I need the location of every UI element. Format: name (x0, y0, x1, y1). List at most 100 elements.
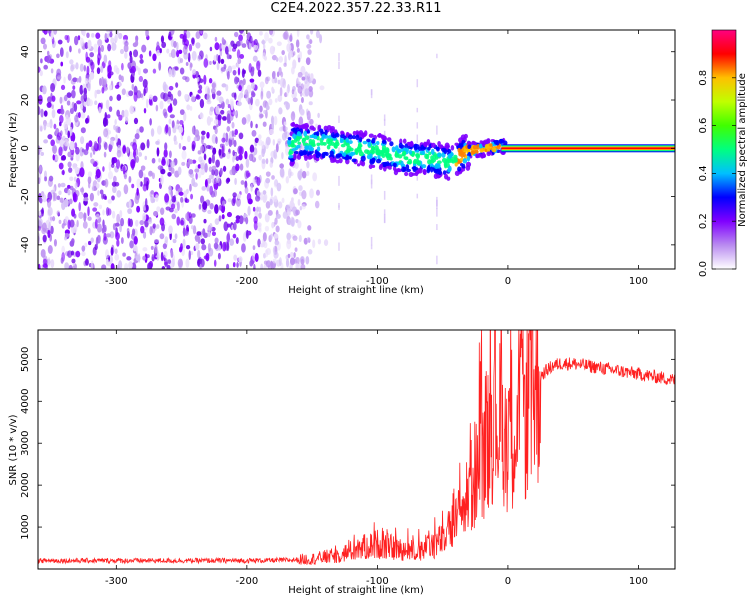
noise-blob (50, 139, 55, 147)
signal-blob (427, 146, 431, 151)
signal-blob (332, 157, 337, 163)
noise-blob (249, 144, 255, 154)
noise-blob (282, 125, 286, 132)
noise-blob (98, 106, 102, 114)
noise-blob (97, 190, 100, 196)
noise-blob (216, 62, 220, 71)
noise-blob (156, 224, 160, 229)
noise-blob (260, 90, 264, 100)
noise-blob (238, 34, 243, 42)
signal-blob (477, 153, 482, 158)
noise-blob (42, 43, 48, 50)
noise-blob (156, 147, 160, 157)
noise-blob (119, 210, 123, 218)
noise-blob (170, 203, 176, 210)
signal-blob (423, 168, 427, 176)
noise-blob (136, 128, 140, 135)
signal-blob (414, 171, 419, 177)
noise-blob (132, 142, 138, 151)
noise-blob (274, 77, 278, 84)
noise-blob (276, 71, 280, 78)
noise-blob (167, 259, 172, 264)
noise-blob (181, 150, 187, 160)
spectrogram-x-tick-label: 100 (629, 276, 648, 287)
noise-blob (239, 40, 243, 46)
noise-blob (47, 134, 53, 140)
spectrogram-frame (37, 29, 676, 270)
noise-blob (87, 227, 91, 234)
signal-blob (379, 152, 385, 157)
noise-blob (255, 123, 258, 129)
spectrogram-x-axis-label: Height of straight line (km) (288, 285, 424, 296)
noise-blob (301, 203, 306, 210)
noise-blob (65, 51, 69, 59)
noise-blob (223, 221, 229, 232)
signal-blob (292, 128, 298, 133)
noise-blob (235, 237, 239, 245)
noise-blob (159, 100, 164, 110)
noise-blob (189, 61, 192, 72)
colorbar-frame (711, 29, 737, 270)
noise-blob (190, 94, 196, 103)
noise-blob (87, 240, 92, 246)
noise-blob (53, 123, 57, 130)
signal-blob (297, 141, 302, 145)
signal-blob (381, 144, 387, 151)
noise-blob (109, 31, 113, 38)
noise-blob (226, 211, 233, 218)
noise-blob (279, 163, 284, 169)
signal-blob (443, 173, 449, 180)
noise-blob (169, 114, 175, 119)
noise-blob (305, 256, 310, 265)
noise-blob (261, 40, 266, 45)
figure-title: C2E4.2022.357.22.33.R11 (270, 1, 442, 16)
noise-blob (120, 217, 125, 227)
noise-blob (103, 224, 107, 233)
signal-blob (386, 154, 392, 158)
noise-blob (135, 254, 141, 262)
noise-blob (222, 165, 227, 172)
noise-blob (166, 264, 171, 269)
noise-blob (306, 160, 310, 169)
noise-blob (75, 146, 80, 155)
signal-blob (421, 164, 427, 169)
noise-blob (100, 65, 104, 74)
noise-blob (271, 54, 278, 61)
noise-blob (143, 88, 146, 97)
noise-blob (310, 30, 314, 35)
noise-blob (43, 139, 49, 144)
noise-blob (215, 159, 220, 168)
noise-blob (173, 140, 178, 145)
noise-streak (338, 202, 340, 208)
noise-blob (40, 151, 45, 157)
spectrogram-panel: -300 -200 -100 0 100 40 20 0 -20 -40 Height of st… (8, 29, 676, 296)
noise-blob (48, 175, 54, 182)
noise-blob (47, 245, 53, 254)
noise-blob (218, 215, 222, 222)
noise-blob (300, 258, 305, 266)
noise-blob (270, 233, 273, 240)
noise-blob (261, 141, 265, 150)
noise-blob (86, 65, 90, 76)
noise-blob (157, 165, 163, 171)
noise-blob (211, 231, 217, 237)
noise-blob (178, 126, 184, 134)
noise-blob (171, 120, 175, 129)
noise-blob (82, 93, 87, 99)
noise-blob (57, 74, 62, 80)
noise-blob (109, 231, 115, 239)
noise-blob (180, 219, 185, 226)
noise-blob (264, 249, 269, 258)
noise-blob (253, 44, 259, 51)
noise-blob (273, 179, 278, 188)
noise-blob (79, 63, 84, 72)
signal-blob (370, 145, 375, 152)
noise-blob (289, 32, 293, 42)
noise-blob (56, 53, 60, 59)
signal-blob (404, 156, 409, 161)
noise-blob (151, 253, 155, 262)
noise-blob (232, 221, 237, 231)
signal-blob (447, 148, 452, 154)
noise-blob (284, 126, 288, 131)
noise-blob (59, 197, 64, 203)
